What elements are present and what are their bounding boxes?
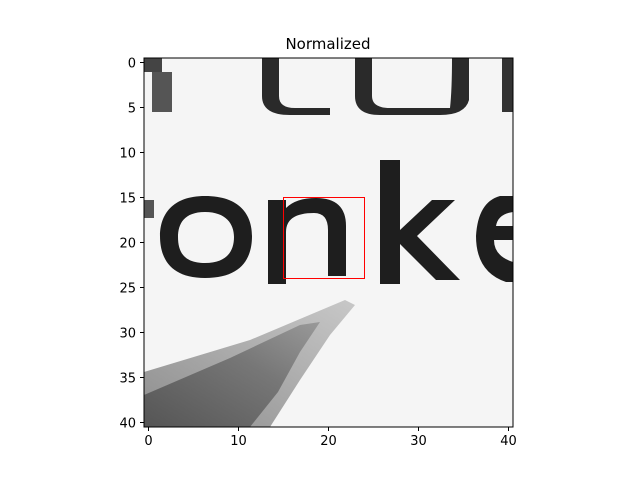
x-tick-label: 30	[410, 434, 427, 449]
image-region	[144, 58, 513, 427]
x-axis: 0 10 20 30 40	[144, 427, 517, 449]
y-tick-label: 0	[128, 57, 136, 72]
y-tick-label: 40	[119, 417, 136, 432]
fragment-o-letter	[355, 58, 469, 115]
y-tick-label: 15	[119, 192, 136, 207]
glyph-e-partial	[476, 196, 513, 282]
y-tick-label: 30	[119, 327, 136, 342]
word-glyphs	[144, 160, 513, 284]
fragment-right-edge	[502, 58, 513, 112]
fragment-top-left	[144, 58, 162, 72]
x-tick-label: 20	[320, 434, 337, 449]
y-axis: 0 5 10 15 20 25 30 35 40	[119, 57, 144, 432]
glyph-o	[160, 196, 252, 278]
glyph-fragment-left	[144, 200, 154, 218]
y-tick-label: 25	[119, 282, 136, 297]
figure-title: Normalized	[285, 35, 370, 53]
fragment-left-stroke	[152, 72, 172, 112]
y-tick-label: 35	[119, 372, 136, 387]
glyph-n	[268, 198, 346, 284]
shadow-shape	[144, 300, 355, 427]
y-tick-label: 10	[119, 147, 136, 162]
highlight-box	[283, 197, 365, 279]
glyph-k	[380, 160, 460, 284]
y-tick-label: 5	[128, 102, 136, 117]
upper-letter-fragments	[144, 58, 513, 115]
y-tick-label: 20	[119, 237, 136, 252]
shadow-inner	[144, 322, 320, 427]
fragment-c-letter	[262, 58, 330, 115]
x-tick-label: 0	[144, 434, 152, 449]
x-tick-label: 40	[500, 434, 517, 449]
x-tick-label: 10	[230, 434, 247, 449]
